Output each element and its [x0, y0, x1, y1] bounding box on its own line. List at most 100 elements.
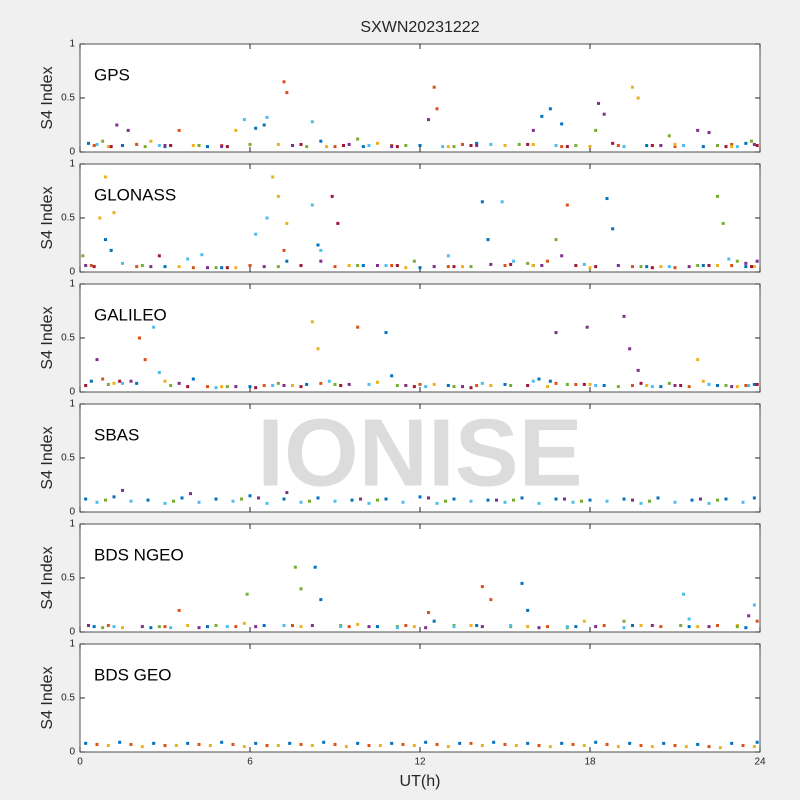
point [605, 742, 609, 746]
point [747, 614, 751, 618]
point [582, 744, 586, 748]
point [276, 265, 280, 269]
y-tick-label: 1 [69, 519, 75, 530]
point [112, 495, 116, 499]
point [339, 625, 343, 629]
point [503, 382, 507, 386]
point [84, 741, 88, 745]
point [446, 254, 450, 258]
point [152, 741, 156, 745]
point [197, 500, 201, 504]
point [163, 144, 167, 148]
point [135, 265, 139, 269]
point [106, 624, 110, 628]
point [631, 624, 634, 628]
point [517, 142, 521, 146]
point [206, 385, 209, 389]
point [248, 385, 252, 389]
point [262, 384, 266, 388]
point [319, 248, 323, 252]
point [565, 625, 569, 629]
point [546, 385, 549, 389]
point [469, 624, 473, 628]
point [707, 264, 711, 268]
point [659, 265, 663, 269]
point [432, 382, 436, 386]
point [359, 497, 362, 501]
point [401, 500, 405, 504]
point [687, 617, 691, 621]
point [744, 626, 748, 630]
panel-label: BDS NGEO [94, 545, 184, 564]
point [84, 264, 88, 268]
y-tick-label: 0 [69, 747, 75, 758]
y-tick-label: 0 [69, 627, 75, 638]
point [412, 744, 416, 748]
point [206, 266, 209, 270]
point [750, 265, 753, 269]
point [650, 745, 654, 749]
point [276, 142, 280, 146]
point [356, 741, 360, 745]
point [347, 264, 351, 268]
point [412, 385, 416, 389]
point [418, 382, 422, 386]
point [157, 625, 161, 629]
point [594, 128, 598, 132]
point [560, 122, 564, 126]
point [404, 624, 408, 628]
point [376, 264, 379, 268]
point [554, 331, 558, 335]
point [554, 238, 558, 242]
point [492, 740, 496, 744]
point [424, 740, 428, 744]
point [537, 626, 541, 630]
y-tick-label: 0.5 [61, 693, 75, 704]
point [452, 497, 456, 501]
point [285, 91, 289, 95]
point [418, 495, 422, 499]
point [101, 626, 105, 630]
point [622, 626, 626, 630]
x-tick-label: 18 [584, 757, 596, 768]
point [305, 382, 309, 386]
point [588, 145, 592, 149]
point [412, 625, 416, 629]
point [432, 265, 436, 269]
point [741, 744, 745, 748]
point [316, 243, 320, 247]
point [687, 265, 691, 269]
point [240, 497, 243, 501]
point [299, 500, 303, 504]
point [452, 265, 456, 269]
point [716, 624, 719, 628]
point [140, 745, 144, 749]
point [129, 499, 133, 503]
point [231, 742, 235, 746]
point [469, 144, 473, 148]
point [605, 499, 609, 503]
point [526, 625, 530, 629]
point [622, 314, 626, 318]
y-tick-label: 0.5 [61, 213, 75, 224]
point [169, 626, 173, 630]
point [285, 259, 289, 263]
point [730, 264, 734, 268]
point [622, 497, 626, 501]
point [597, 101, 600, 105]
point [271, 175, 275, 179]
point [469, 265, 473, 269]
point [659, 144, 663, 148]
point [319, 259, 323, 263]
point [489, 262, 493, 266]
point [135, 142, 139, 146]
point [716, 498, 719, 502]
point [206, 145, 209, 149]
point [333, 265, 337, 269]
point [480, 200, 484, 204]
point [418, 266, 422, 270]
point [699, 497, 702, 501]
point [225, 385, 229, 389]
point [149, 139, 153, 143]
point [716, 194, 719, 198]
